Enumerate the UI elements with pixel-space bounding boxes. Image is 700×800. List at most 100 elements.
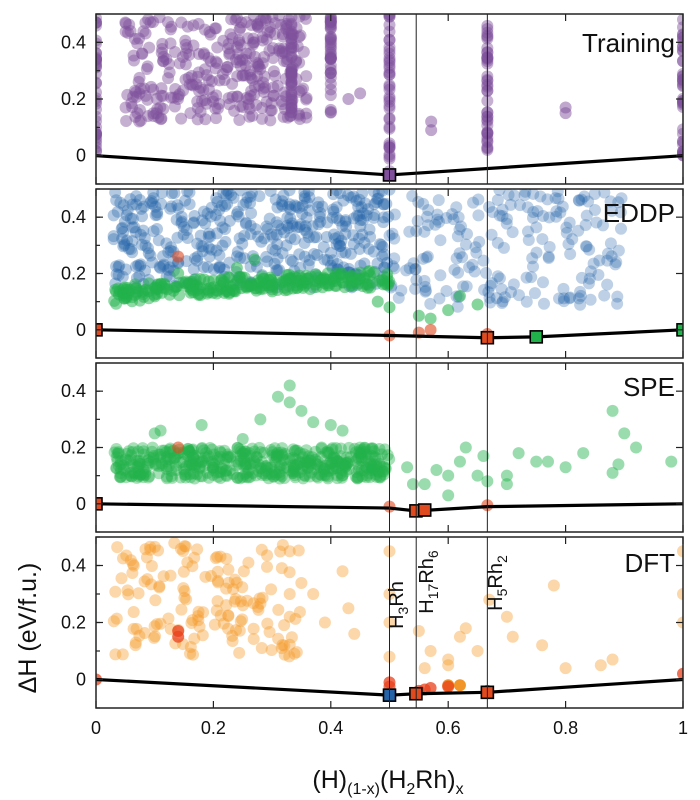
data-point-training [252, 20, 265, 33]
data-point-eddp-blue [528, 287, 541, 300]
data-point-dft [307, 588, 320, 600]
data-point-training [280, 55, 293, 68]
data-point-training [677, 31, 683, 44]
compound-label-h17rh6: H17Rh6 [416, 550, 441, 614]
data-point-spe [230, 459, 243, 472]
data-point-training [277, 110, 290, 123]
data-point-dft [177, 545, 190, 558]
data-point-eddp-blue [214, 214, 227, 227]
data-point-spe [181, 442, 194, 455]
data-point-spe [273, 460, 286, 473]
data-point-spe [200, 446, 213, 459]
data-point-spe [295, 404, 308, 417]
data-point-eddp-blue [215, 199, 228, 212]
data-point-spe [358, 445, 371, 458]
data-point-eddp-blue [364, 230, 377, 243]
data-point-eddp-blue [310, 231, 323, 244]
data-point-spe [366, 450, 379, 463]
data-point-training [182, 71, 195, 84]
data-point-eddp-blue [560, 226, 573, 239]
data-point-eddp-blue [181, 189, 194, 198]
data-point-training [119, 16, 132, 29]
data-point-spe [374, 471, 387, 484]
data-point-eddp-blue [231, 250, 244, 263]
data-point-training [226, 77, 239, 90]
data-point-eddp-green [248, 253, 261, 266]
data-point-spe [224, 451, 237, 464]
data-point-training [173, 57, 186, 70]
data-point-dft [168, 537, 181, 550]
data-point-training [324, 52, 337, 65]
data-point-spe [247, 455, 260, 468]
data-point-eddp-blue [213, 261, 226, 274]
data-point-training [204, 55, 217, 68]
data-point-eddp-blue [238, 252, 251, 265]
data-point-training [285, 76, 298, 89]
data-point-training [257, 82, 270, 95]
data-point-spe [220, 464, 233, 477]
data-point-spe [201, 466, 214, 479]
data-point-eddp-green [254, 276, 267, 289]
data-point-eddp-blue [530, 221, 543, 234]
data-point-dft [109, 648, 122, 661]
data-point-eddp-blue [330, 211, 343, 224]
data-point-spe [339, 460, 352, 473]
data-point-eddp-blue [138, 232, 151, 245]
data-point-spe [330, 469, 343, 482]
data-point-training [157, 90, 170, 103]
data-point-spe [330, 442, 343, 455]
data-point-eddp-blue [485, 277, 498, 290]
data-point-training [324, 83, 337, 96]
data-point-eddp-blue [112, 261, 125, 274]
data-point-eddp-blue [175, 216, 188, 229]
data-point-spe [143, 451, 156, 464]
data-point-eddp-green [122, 287, 135, 300]
data-point-spe [366, 462, 379, 475]
data-point-training [199, 63, 212, 76]
data-point-eddp-blue [276, 199, 289, 212]
data-point-eddp-blue [508, 189, 521, 202]
data-point-eddp-blue [480, 266, 493, 279]
data-point-training [168, 46, 181, 59]
data-point-training [245, 71, 258, 84]
data-point-eddp-blue [197, 261, 210, 274]
data-point-training [154, 113, 167, 126]
data-point-eddp-blue [584, 293, 597, 306]
data-point-eddp-blue [268, 257, 281, 270]
data-point-spe [239, 467, 252, 480]
data-point-eddp-blue [418, 274, 431, 287]
data-point-spe [430, 464, 443, 477]
data-point-spe [339, 457, 352, 470]
data-point-eddp-blue [194, 229, 207, 242]
data-point-eddp-blue [433, 215, 446, 228]
data-point-spe [231, 441, 244, 454]
data-point-training [187, 79, 200, 92]
data-point-spe [297, 458, 310, 471]
panel-plot-area [96, 379, 683, 518]
data-point-training [150, 107, 163, 120]
data-point-eddp-blue [118, 237, 131, 250]
data-point-dft [199, 570, 212, 583]
data-point-spe [296, 451, 309, 464]
data-point-eddp-blue [111, 205, 124, 218]
data-point-training [290, 72, 303, 85]
data-point-eddp-blue [466, 258, 479, 271]
data-point-dft [175, 603, 188, 616]
data-point-eddp-blue [240, 216, 253, 229]
data-point-training [286, 61, 299, 74]
data-point-training [96, 56, 102, 69]
data-point-training [285, 37, 298, 50]
data-point-spe [262, 467, 275, 480]
data-point-eddp-blue [298, 223, 311, 236]
data-point-spe [187, 451, 200, 464]
data-point-eddp-blue [210, 244, 223, 257]
data-point-training [297, 82, 310, 95]
data-point-training [677, 31, 683, 44]
data-point-eddp-blue [321, 216, 334, 229]
data-point-eddp-blue [302, 231, 315, 244]
data-point-eddp-blue [612, 244, 625, 257]
data-point-eddp-blue [130, 198, 143, 211]
data-point-eddp-blue [155, 198, 168, 211]
data-point-eddp-blue [579, 219, 592, 232]
data-point-eddp-blue [493, 272, 506, 285]
